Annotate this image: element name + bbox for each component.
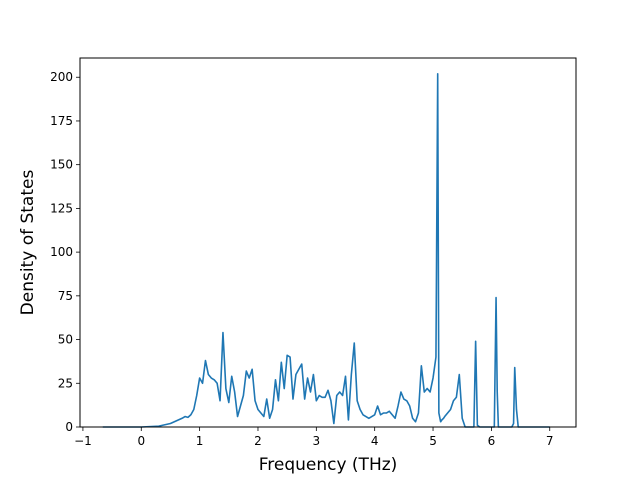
y-tick-label: 0 [65,420,73,434]
x-tick-label: 2 [254,434,262,448]
x-tick-label: 3 [313,434,321,448]
x-axis-label: Frequency (THz) [259,455,398,475]
y-tick-label: 175 [50,114,73,128]
x-tick-label: 1 [196,434,204,448]
y-axis-label: Density of States [18,170,38,316]
x-tick-label: 6 [488,434,496,448]
x-tick-label: 4 [371,434,379,448]
y-axis-ticks: 0 25 50 75 100 125 150 175 200 [50,70,80,434]
y-tick-label: 125 [50,201,73,215]
x-tick-label: −1 [74,434,92,448]
y-tick-label: 150 [50,158,73,172]
y-tick-label: 50 [58,333,73,347]
y-tick-label: 100 [50,245,73,259]
x-axis-ticks: −1 0 1 2 3 4 5 6 7 [74,427,554,448]
x-tick-label: 7 [546,434,554,448]
x-tick-label: 5 [429,434,437,448]
x-tick-label: 0 [137,434,145,448]
y-tick-label: 200 [50,70,73,84]
y-tick-label: 25 [58,376,73,390]
y-tick-label: 75 [58,289,73,303]
axes-frame [79,57,577,428]
